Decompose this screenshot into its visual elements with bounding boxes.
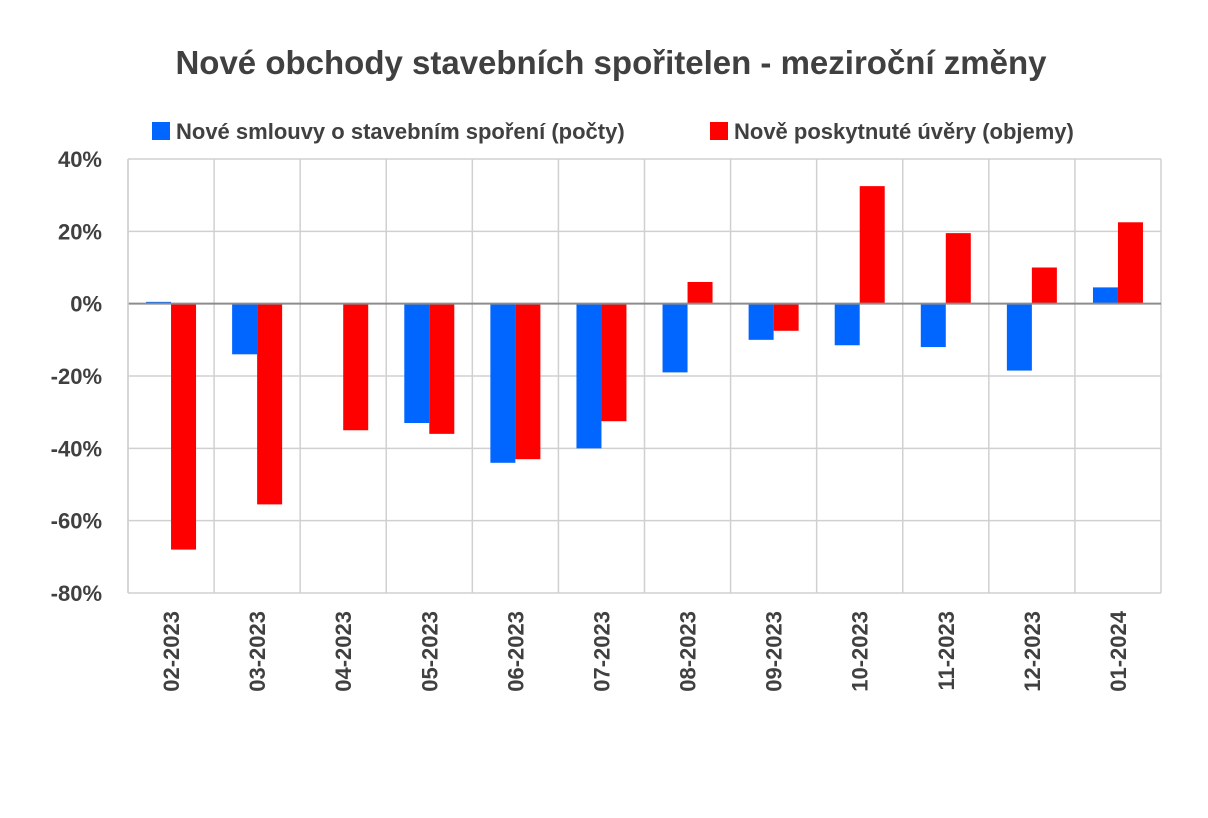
legend-swatch-loans [710, 122, 728, 140]
bar-contracts-09-2023 [748, 303, 774, 340]
y-tick-label: 20% [58, 219, 102, 244]
x-tick-label: 11-2023 [934, 611, 959, 691]
y-tick-label: 0% [70, 292, 102, 317]
bar-loans-11-2023 [945, 233, 971, 304]
x-tick-label: 06-2023 [503, 611, 528, 692]
bar-loans-07-2023 [601, 303, 627, 422]
x-tick-label: 05-2023 [417, 611, 442, 692]
bar-loans-09-2023 [773, 303, 799, 331]
y-tick-label: 40% [58, 147, 102, 172]
bar-loans-06-2023 [515, 303, 541, 460]
y-tick-label: -80% [51, 581, 102, 606]
gridlines [127, 158, 1162, 594]
x-tick-label: 03-2023 [245, 611, 270, 692]
y-tick-label: -20% [51, 364, 102, 389]
bars [146, 186, 1143, 550]
legend-swatch-contracts [152, 122, 170, 140]
x-tick-label: 09-2023 [762, 611, 787, 692]
bar-loans-10-2023 [859, 186, 885, 304]
x-tick-label: 08-2023 [676, 611, 701, 692]
legend-label-contracts: Nové smlouvy o stavebním spoření (počty) [176, 119, 625, 144]
bar-contracts-08-2023 [662, 303, 688, 373]
x-tick-label: 12-2023 [1020, 611, 1045, 692]
bar-contracts-07-2023 [576, 303, 602, 449]
bar-loans-04-2023 [343, 303, 369, 431]
bar-loans-02-2023 [171, 303, 197, 550]
x-tick-label: 07-2023 [589, 611, 614, 692]
bar-contracts-11-2023 [920, 303, 946, 348]
bar-contracts-01-2024 [1092, 287, 1118, 304]
legend-label-loans: Nově poskytnuté úvěry (objemy) [734, 119, 1074, 144]
bar-loans-05-2023 [429, 303, 455, 434]
bar-contracts-10-2023 [834, 303, 860, 346]
x-tick-label: 02-2023 [159, 611, 184, 692]
y-tick-label: -40% [51, 436, 102, 461]
bar-contracts-06-2023 [490, 303, 516, 463]
y-tick-label: -60% [51, 509, 102, 534]
chart-title: Nové obchody stavebních spořitelen - mez… [175, 44, 1047, 81]
y-axis-tick-labels: 40% 20% 0% -20% -40% -60% -80% [51, 147, 102, 606]
bar-contracts-12-2023 [1006, 303, 1032, 371]
bar-contracts-05-2023 [404, 303, 430, 424]
bar-contracts-03-2023 [232, 303, 258, 355]
bar-loans-03-2023 [257, 303, 283, 505]
axes [127, 159, 1161, 593]
x-tick-label: 10-2023 [848, 611, 873, 692]
legend: Nové smlouvy o stavebním spoření (počty)… [152, 119, 1074, 144]
bar-loans-01-2024 [1117, 222, 1143, 304]
bar-loans-12-2023 [1031, 267, 1057, 304]
x-tick-label: 01-2024 [1106, 610, 1131, 692]
x-axis-tick-labels: 02-2023 03-2023 04-2023 05-2023 06-2023 07-20… [159, 610, 1131, 692]
bar-loans-08-2023 [687, 281, 713, 304]
x-tick-label: 04-2023 [331, 611, 356, 692]
